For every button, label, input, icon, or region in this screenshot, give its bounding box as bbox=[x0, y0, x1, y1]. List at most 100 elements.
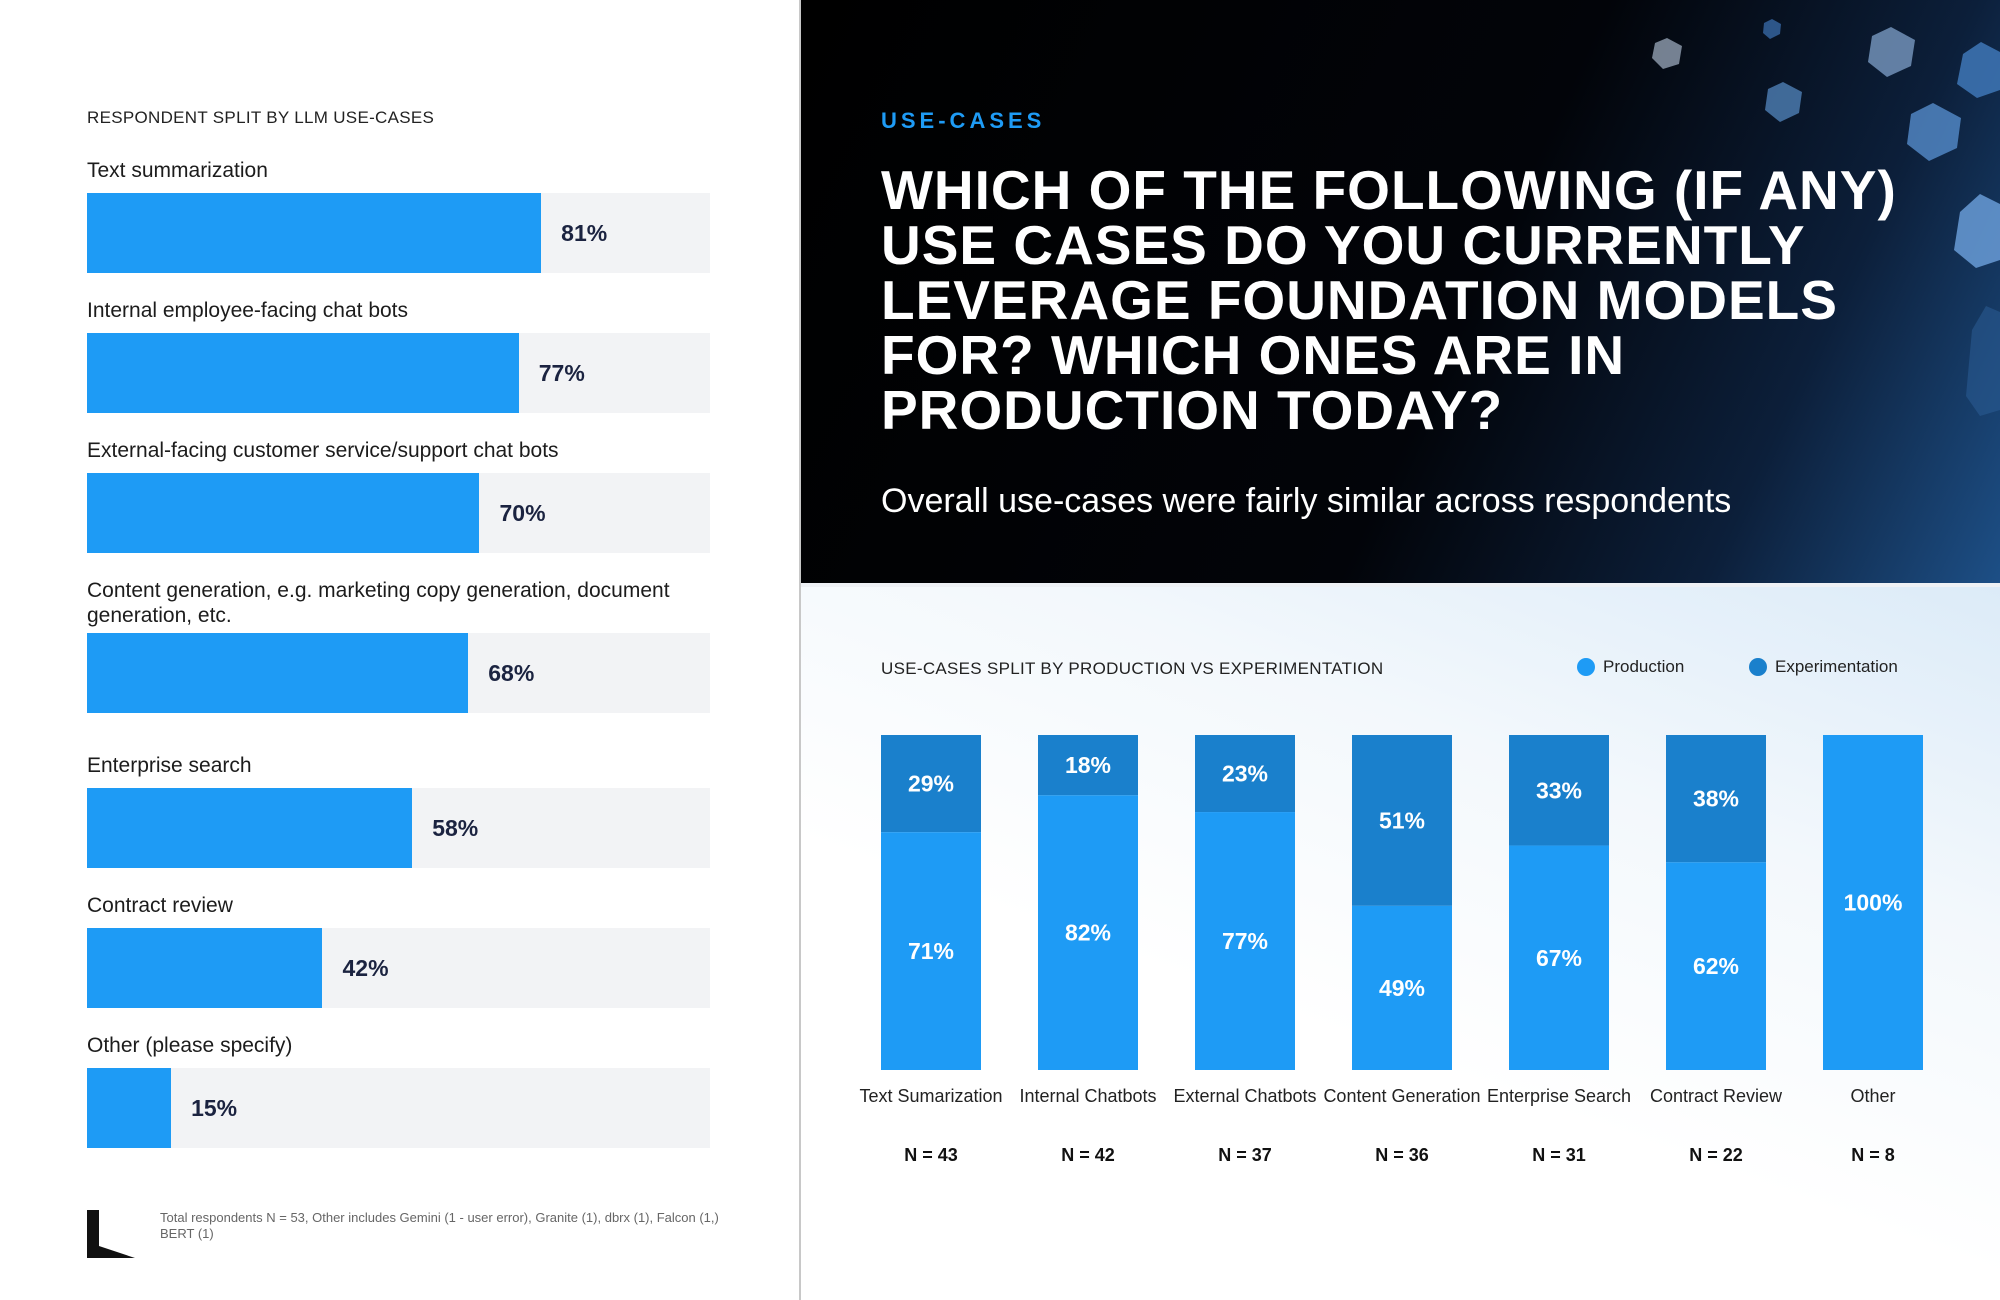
hbar-track: 15% bbox=[87, 1068, 710, 1148]
stacked-chart-panel: USE-CASES SPLIT BY PRODUCTION VS EXPERIM… bbox=[801, 587, 2000, 1300]
footnote: Total respondents N = 53, Other includes… bbox=[160, 1210, 719, 1241]
experimentation-value-label: 29% bbox=[908, 771, 954, 797]
experimentation-value-label: 51% bbox=[1379, 807, 1425, 833]
legend-experimentation-label: Experimentation bbox=[1775, 657, 1898, 676]
production-value-label: 77% bbox=[1222, 928, 1268, 954]
sample-size-label: N = 36 bbox=[1375, 1145, 1429, 1165]
production-value-label: 100% bbox=[1844, 890, 1903, 916]
category-tick-label: Text Sumarization bbox=[859, 1086, 1002, 1106]
decorative-cube-icon bbox=[1907, 103, 1961, 161]
section-kicker: USE-CASES bbox=[881, 108, 1046, 133]
category-tick-label: Enterprise Search bbox=[1487, 1086, 1631, 1106]
hbar-category-label: Text summarization bbox=[87, 159, 268, 182]
sample-size-label: N = 43 bbox=[904, 1145, 958, 1165]
production-bar-segment bbox=[1352, 905, 1452, 1070]
hbar-fill bbox=[87, 928, 323, 1008]
hbar-item: Content generation, e.g. marketing copy … bbox=[87, 578, 710, 713]
hbar-value-label: 15% bbox=[191, 1095, 238, 1121]
category-tick-label: External Chatbots bbox=[1173, 1086, 1316, 1106]
sample-size-label: N = 8 bbox=[1851, 1145, 1895, 1165]
decorative-cube-icon bbox=[1954, 194, 2000, 268]
experimentation-bar-segment bbox=[1352, 735, 1452, 906]
page-title: WHICH OF THE FOLLOWING (IF ANY) USE CASE… bbox=[881, 159, 1897, 441]
hbar-fill bbox=[87, 193, 542, 273]
legend-experimentation: Experimentation bbox=[1749, 657, 1898, 677]
hbar-category-label: Content generation, e.g. marketing copy … bbox=[87, 579, 670, 627]
category-tick-label: Content Generation bbox=[1323, 1086, 1480, 1106]
experimentation-bar-segment bbox=[1038, 735, 1138, 796]
category-tick-label: Contract Review bbox=[1650, 1086, 1783, 1106]
hbar-value-label: 68% bbox=[488, 660, 535, 686]
hbar-category-label: Internal employee-facing chat bots bbox=[87, 299, 409, 322]
legend-production: Production bbox=[1577, 657, 1684, 677]
decorative-cube-icon bbox=[1966, 306, 2000, 416]
sample-size-label: N = 31 bbox=[1532, 1145, 1586, 1165]
stacked-bar-chart: 29% 71% Text Sumarization N = 43 18% 82% Inter… bbox=[859, 735, 1923, 1165]
production-value-label: 67% bbox=[1536, 945, 1582, 971]
production-value-label: 49% bbox=[1379, 975, 1425, 1001]
production-bar-segment bbox=[1666, 862, 1766, 1070]
hbar-item: Contract review 42% bbox=[87, 893, 710, 1008]
left-chart-title: RESPONDENT SPLIT BY LLM USE-CASES bbox=[87, 108, 435, 127]
production-bar-segment bbox=[1823, 735, 1923, 1070]
production-value-label: 71% bbox=[908, 938, 954, 964]
hbar-category-label: Other (please specify) bbox=[87, 1034, 293, 1057]
category-tick-label: Internal Chatbots bbox=[1019, 1086, 1156, 1106]
hbar-value-label: 58% bbox=[432, 815, 479, 841]
hbar-category-label: External-facing customer service/support… bbox=[87, 439, 559, 462]
production-bar-segment bbox=[1509, 845, 1609, 1070]
decorative-cube-icon bbox=[1957, 42, 2000, 98]
stacked-chart-title: USE-CASES SPLIT BY PRODUCTION VS EXPERIM… bbox=[881, 659, 1384, 678]
panel-divider bbox=[799, 0, 801, 1300]
left-panel: RESPONDENT SPLIT BY LLM USE-CASES Text s… bbox=[0, 0, 800, 1300]
production-value-label: 82% bbox=[1065, 920, 1111, 946]
experimentation-bar-segment bbox=[1666, 735, 1766, 863]
experimentation-bar-segment bbox=[881, 735, 981, 833]
experimentation-value-label: 18% bbox=[1065, 752, 1111, 778]
hbar-item: Internal employee-facing chat bots 77% bbox=[87, 298, 710, 413]
experimentation-value-label: 23% bbox=[1222, 761, 1268, 787]
production-bar-segment bbox=[1195, 812, 1295, 1070]
experimentation-bar-segment bbox=[1509, 735, 1609, 846]
hbar-item: Text summarization 81% bbox=[87, 158, 710, 273]
hero-panel: USE-CASES WHICH OF THE FOLLOWING (IF ANY… bbox=[801, 0, 2000, 583]
hbar-value-label: 70% bbox=[499, 500, 546, 526]
hbar-fill bbox=[87, 333, 519, 413]
hbar-track: 68% bbox=[87, 633, 710, 713]
category-tick-label: Other bbox=[1850, 1086, 1895, 1106]
hbar-item: Enterprise search 58% bbox=[87, 753, 710, 868]
hbar-fill bbox=[87, 1068, 172, 1148]
hbar-category-label: Enterprise search bbox=[87, 754, 252, 777]
legend-production-swatch bbox=[1577, 658, 1595, 676]
sample-size-label: N = 22 bbox=[1689, 1145, 1743, 1165]
legend-production-label: Production bbox=[1603, 657, 1685, 676]
hbar-item: External-facing customer service/support… bbox=[87, 438, 710, 553]
hbar-item: Other (please specify) 15% bbox=[87, 1033, 710, 1148]
hbar-value-label: 77% bbox=[538, 360, 585, 386]
hbar-value-label: 42% bbox=[342, 955, 389, 981]
production-bar-segment bbox=[881, 832, 981, 1070]
decorative-cube-icon bbox=[1763, 19, 1781, 39]
legend-experimentation-swatch bbox=[1749, 658, 1767, 676]
hbar-fill bbox=[87, 788, 413, 868]
decorative-cube-icon bbox=[1652, 38, 1682, 69]
hbar-category-label: Contract review bbox=[87, 894, 233, 917]
hbar-track: 77% bbox=[87, 333, 710, 413]
decorative-cube-icon bbox=[1868, 27, 1915, 77]
production-bar-segment bbox=[1038, 795, 1138, 1070]
page-subtitle: Overall use-cases were fairly similar ac… bbox=[881, 482, 1732, 520]
hbar-track: 81% bbox=[87, 193, 710, 273]
experimentation-value-label: 33% bbox=[1536, 777, 1582, 803]
hero-divider bbox=[801, 583, 2000, 587]
brand-logo-icon bbox=[87, 1210, 135, 1258]
hbar-value-label: 81% bbox=[561, 220, 608, 246]
sample-size-label: N = 37 bbox=[1218, 1145, 1272, 1165]
hbar-track: 58% bbox=[87, 788, 710, 868]
hbar-track: 70% bbox=[87, 473, 710, 553]
hbar-track: 42% bbox=[87, 928, 710, 1008]
hbar-fill bbox=[87, 473, 480, 553]
decorative-cube-icon bbox=[1765, 82, 1802, 122]
hbar-fill bbox=[87, 633, 469, 713]
experimentation-bar-segment bbox=[1195, 735, 1295, 813]
sample-size-label: N = 42 bbox=[1061, 1145, 1115, 1165]
